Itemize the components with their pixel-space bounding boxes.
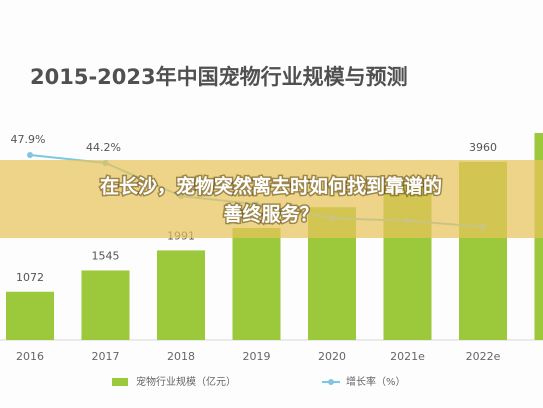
line-point [27,152,33,159]
banner [0,160,543,238]
x-tick-label: 2020 [318,350,346,363]
chart-title: 2015-2023年中国宠物行业规模与预测 [30,65,408,89]
x-tick-label: 2017 [92,350,120,363]
bar-label: 1072 [16,271,44,284]
x-tick-label: 2022e [466,350,501,363]
legend-swatch [112,378,128,386]
legend: 宠物行业规模（亿元） 增长率（%） [112,375,406,388]
legend-swatch-dot [328,379,334,385]
bar [232,227,281,340]
line-label: 44.2% [86,141,121,154]
bar [157,250,205,340]
x-tick-label: 2019 [243,350,271,363]
x-tick-label: 2018 [167,350,195,363]
bar-label: 3960 [469,141,497,154]
x-tick-label: 2016 [16,350,44,363]
bar [81,270,130,340]
legend-label: 增长率（%） [346,375,406,388]
banner-text: 善终服务？ [223,203,318,226]
banner-text: 在长沙，宠物突然离去时如何找到靠谱的 [100,175,442,198]
line-label: 47.9% [11,133,46,146]
bar [6,291,54,340]
bar-label: 1545 [92,249,120,262]
x-tick-label: 2021e [390,350,425,363]
legend-label: 宠物行业规模（亿元） [136,375,236,388]
